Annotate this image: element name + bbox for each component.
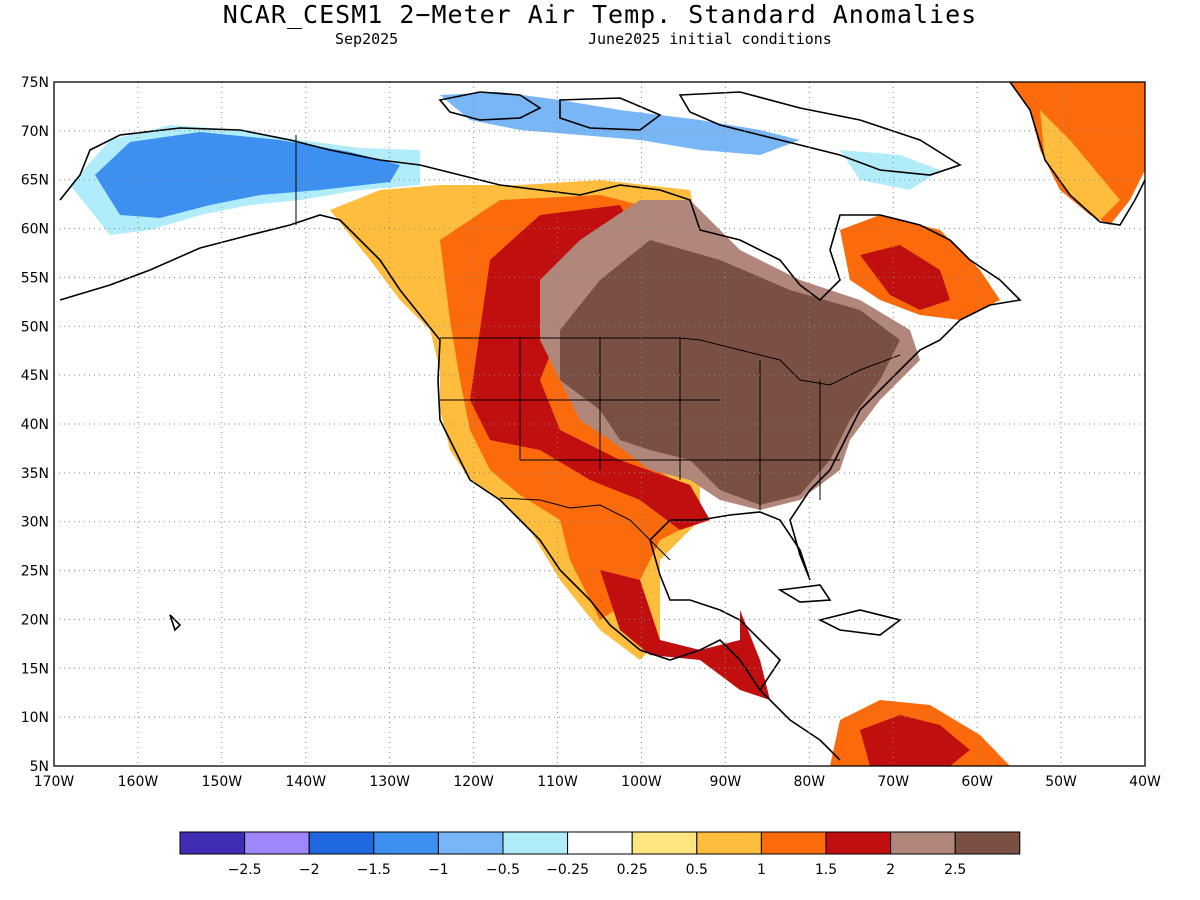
lat-label: 65N bbox=[21, 173, 49, 189]
lat-label: 50N bbox=[21, 319, 49, 335]
lat-label: 10N bbox=[21, 710, 49, 726]
lat-label: 20N bbox=[21, 612, 49, 628]
lat-label: 35N bbox=[21, 466, 49, 482]
legend-label: −0.25 bbox=[546, 862, 589, 878]
anomaly-fields bbox=[70, 82, 1145, 766]
legend-label: 1.5 bbox=[815, 862, 837, 878]
legend-label: 0.25 bbox=[617, 862, 648, 878]
cold-region-alaska-core bbox=[95, 132, 400, 218]
legend-swatch bbox=[567, 831, 633, 855]
lat-label: 45N bbox=[21, 368, 49, 384]
legend-swatch bbox=[825, 831, 892, 855]
legend-swatch bbox=[760, 831, 827, 855]
color-legend: −2.5 −2 −1.5 −1 −0.5 −0.25 0.25 0.5 1 1.5 2 2.5 bbox=[179, 831, 1021, 878]
legend-label: 1 bbox=[757, 862, 766, 878]
borders bbox=[295, 135, 901, 561]
lon-label: 150W bbox=[202, 774, 243, 790]
coastlines bbox=[59, 82, 1145, 761]
warm-region-mexico bbox=[600, 570, 770, 700]
legend-swatch bbox=[308, 831, 375, 855]
legend-label: −2.5 bbox=[228, 862, 262, 878]
legend-label: −2 bbox=[299, 862, 320, 878]
warm-region-greenland-light bbox=[1040, 110, 1120, 220]
lat-label: 40N bbox=[21, 417, 49, 433]
lon-label: 70W bbox=[877, 774, 909, 790]
axis-ticks: 75N 70N 65N 60N 55N 50N 45N 40N 35N 30N 25N 20N 15N 1… bbox=[21, 75, 1161, 790]
lat-label: 55N bbox=[21, 270, 49, 286]
cold-region-arctic-2 bbox=[840, 150, 940, 190]
legend-swatch bbox=[890, 831, 956, 855]
lat-label: 60N bbox=[21, 222, 49, 238]
legend-label: −1 bbox=[428, 862, 449, 878]
valid-month: Sep2025 bbox=[335, 30, 399, 48]
legend-swatch bbox=[373, 831, 439, 855]
lat-label: 75N bbox=[21, 75, 49, 91]
legend-swatch bbox=[631, 831, 698, 855]
legend-swatch bbox=[437, 831, 504, 855]
lon-label: 130W bbox=[369, 774, 410, 790]
legend-label: 0.5 bbox=[686, 862, 708, 878]
initial-conditions: June2025 initial conditions bbox=[588, 30, 832, 48]
lat-label: 70N bbox=[21, 124, 49, 140]
lat-label: 15N bbox=[21, 661, 49, 677]
lon-label: 90W bbox=[710, 774, 742, 790]
map-frame bbox=[53, 81, 1146, 767]
lon-label: 80W bbox=[793, 774, 825, 790]
legend-swatch bbox=[696, 831, 762, 855]
warm-region-south-america-core bbox=[860, 715, 970, 766]
warm-region-west-3 bbox=[470, 205, 710, 530]
lon-label: 170W bbox=[34, 774, 75, 790]
lat-lon-grid bbox=[54, 82, 1145, 766]
lon-label: 40W bbox=[1129, 774, 1161, 790]
legend-label: 2.5 bbox=[944, 862, 966, 878]
lat-label: 5N bbox=[30, 759, 49, 775]
lon-label: 120W bbox=[453, 774, 494, 790]
lon-label: 160W bbox=[118, 774, 159, 790]
legend-label: −1.5 bbox=[357, 862, 391, 878]
map-title: NCAR_CESM1 2−Meter Air Temp. Standard An… bbox=[222, 0, 978, 29]
lon-label: 60W bbox=[961, 774, 993, 790]
lon-label: 50W bbox=[1045, 774, 1077, 790]
legend-swatch bbox=[244, 831, 310, 855]
legend-swatch bbox=[179, 831, 246, 855]
lon-label: 100W bbox=[621, 774, 662, 790]
very-warm-region-2 bbox=[560, 240, 900, 505]
legend-label: 2 bbox=[886, 862, 895, 878]
cold-region-arctic bbox=[440, 92, 800, 155]
legend-swatch bbox=[954, 831, 1021, 855]
lat-label: 30N bbox=[21, 515, 49, 531]
lon-label: 110W bbox=[537, 774, 578, 790]
legend-label: −0.5 bbox=[486, 862, 520, 878]
legend-swatch bbox=[502, 831, 569, 855]
lat-label: 25N bbox=[21, 564, 49, 580]
lon-label: 140W bbox=[285, 774, 326, 790]
